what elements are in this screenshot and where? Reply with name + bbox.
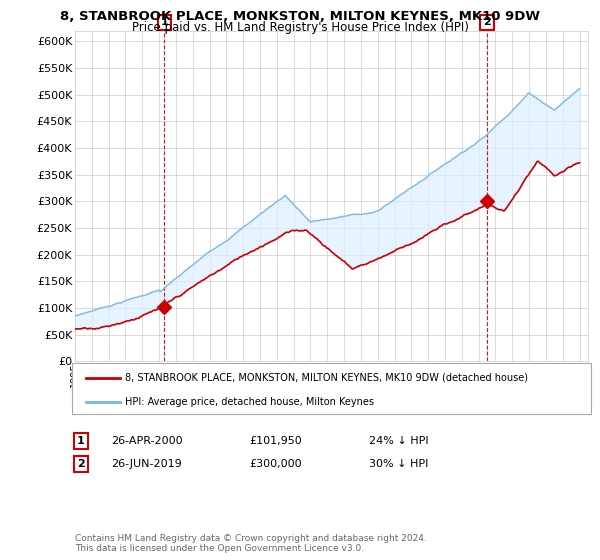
Text: 30% ↓ HPI: 30% ↓ HPI [369,459,428,469]
Text: 8, STANBROOK PLACE, MONKSTON, MILTON KEYNES, MK10 9DW (detached house): 8, STANBROOK PLACE, MONKSTON, MILTON KEY… [125,373,528,383]
Text: 24% ↓ HPI: 24% ↓ HPI [369,436,428,446]
Text: Contains HM Land Registry data © Crown copyright and database right 2024.
This d: Contains HM Land Registry data © Crown c… [75,534,427,553]
Text: HPI: Average price, detached house, Milton Keynes: HPI: Average price, detached house, Milt… [125,396,374,407]
Text: 26-JUN-2019: 26-JUN-2019 [111,459,182,469]
Text: 2: 2 [483,17,491,27]
Text: 8, STANBROOK PLACE, MONKSTON, MILTON KEYNES, MK10 9DW: 8, STANBROOK PLACE, MONKSTON, MILTON KEY… [60,10,540,23]
Text: 2: 2 [77,459,85,469]
Text: £300,000: £300,000 [249,459,302,469]
Text: 1: 1 [77,436,85,446]
Text: £101,950: £101,950 [249,436,302,446]
Text: 1: 1 [161,17,169,27]
Text: 26-APR-2000: 26-APR-2000 [111,436,182,446]
Text: Price paid vs. HM Land Registry's House Price Index (HPI): Price paid vs. HM Land Registry's House … [131,21,469,34]
